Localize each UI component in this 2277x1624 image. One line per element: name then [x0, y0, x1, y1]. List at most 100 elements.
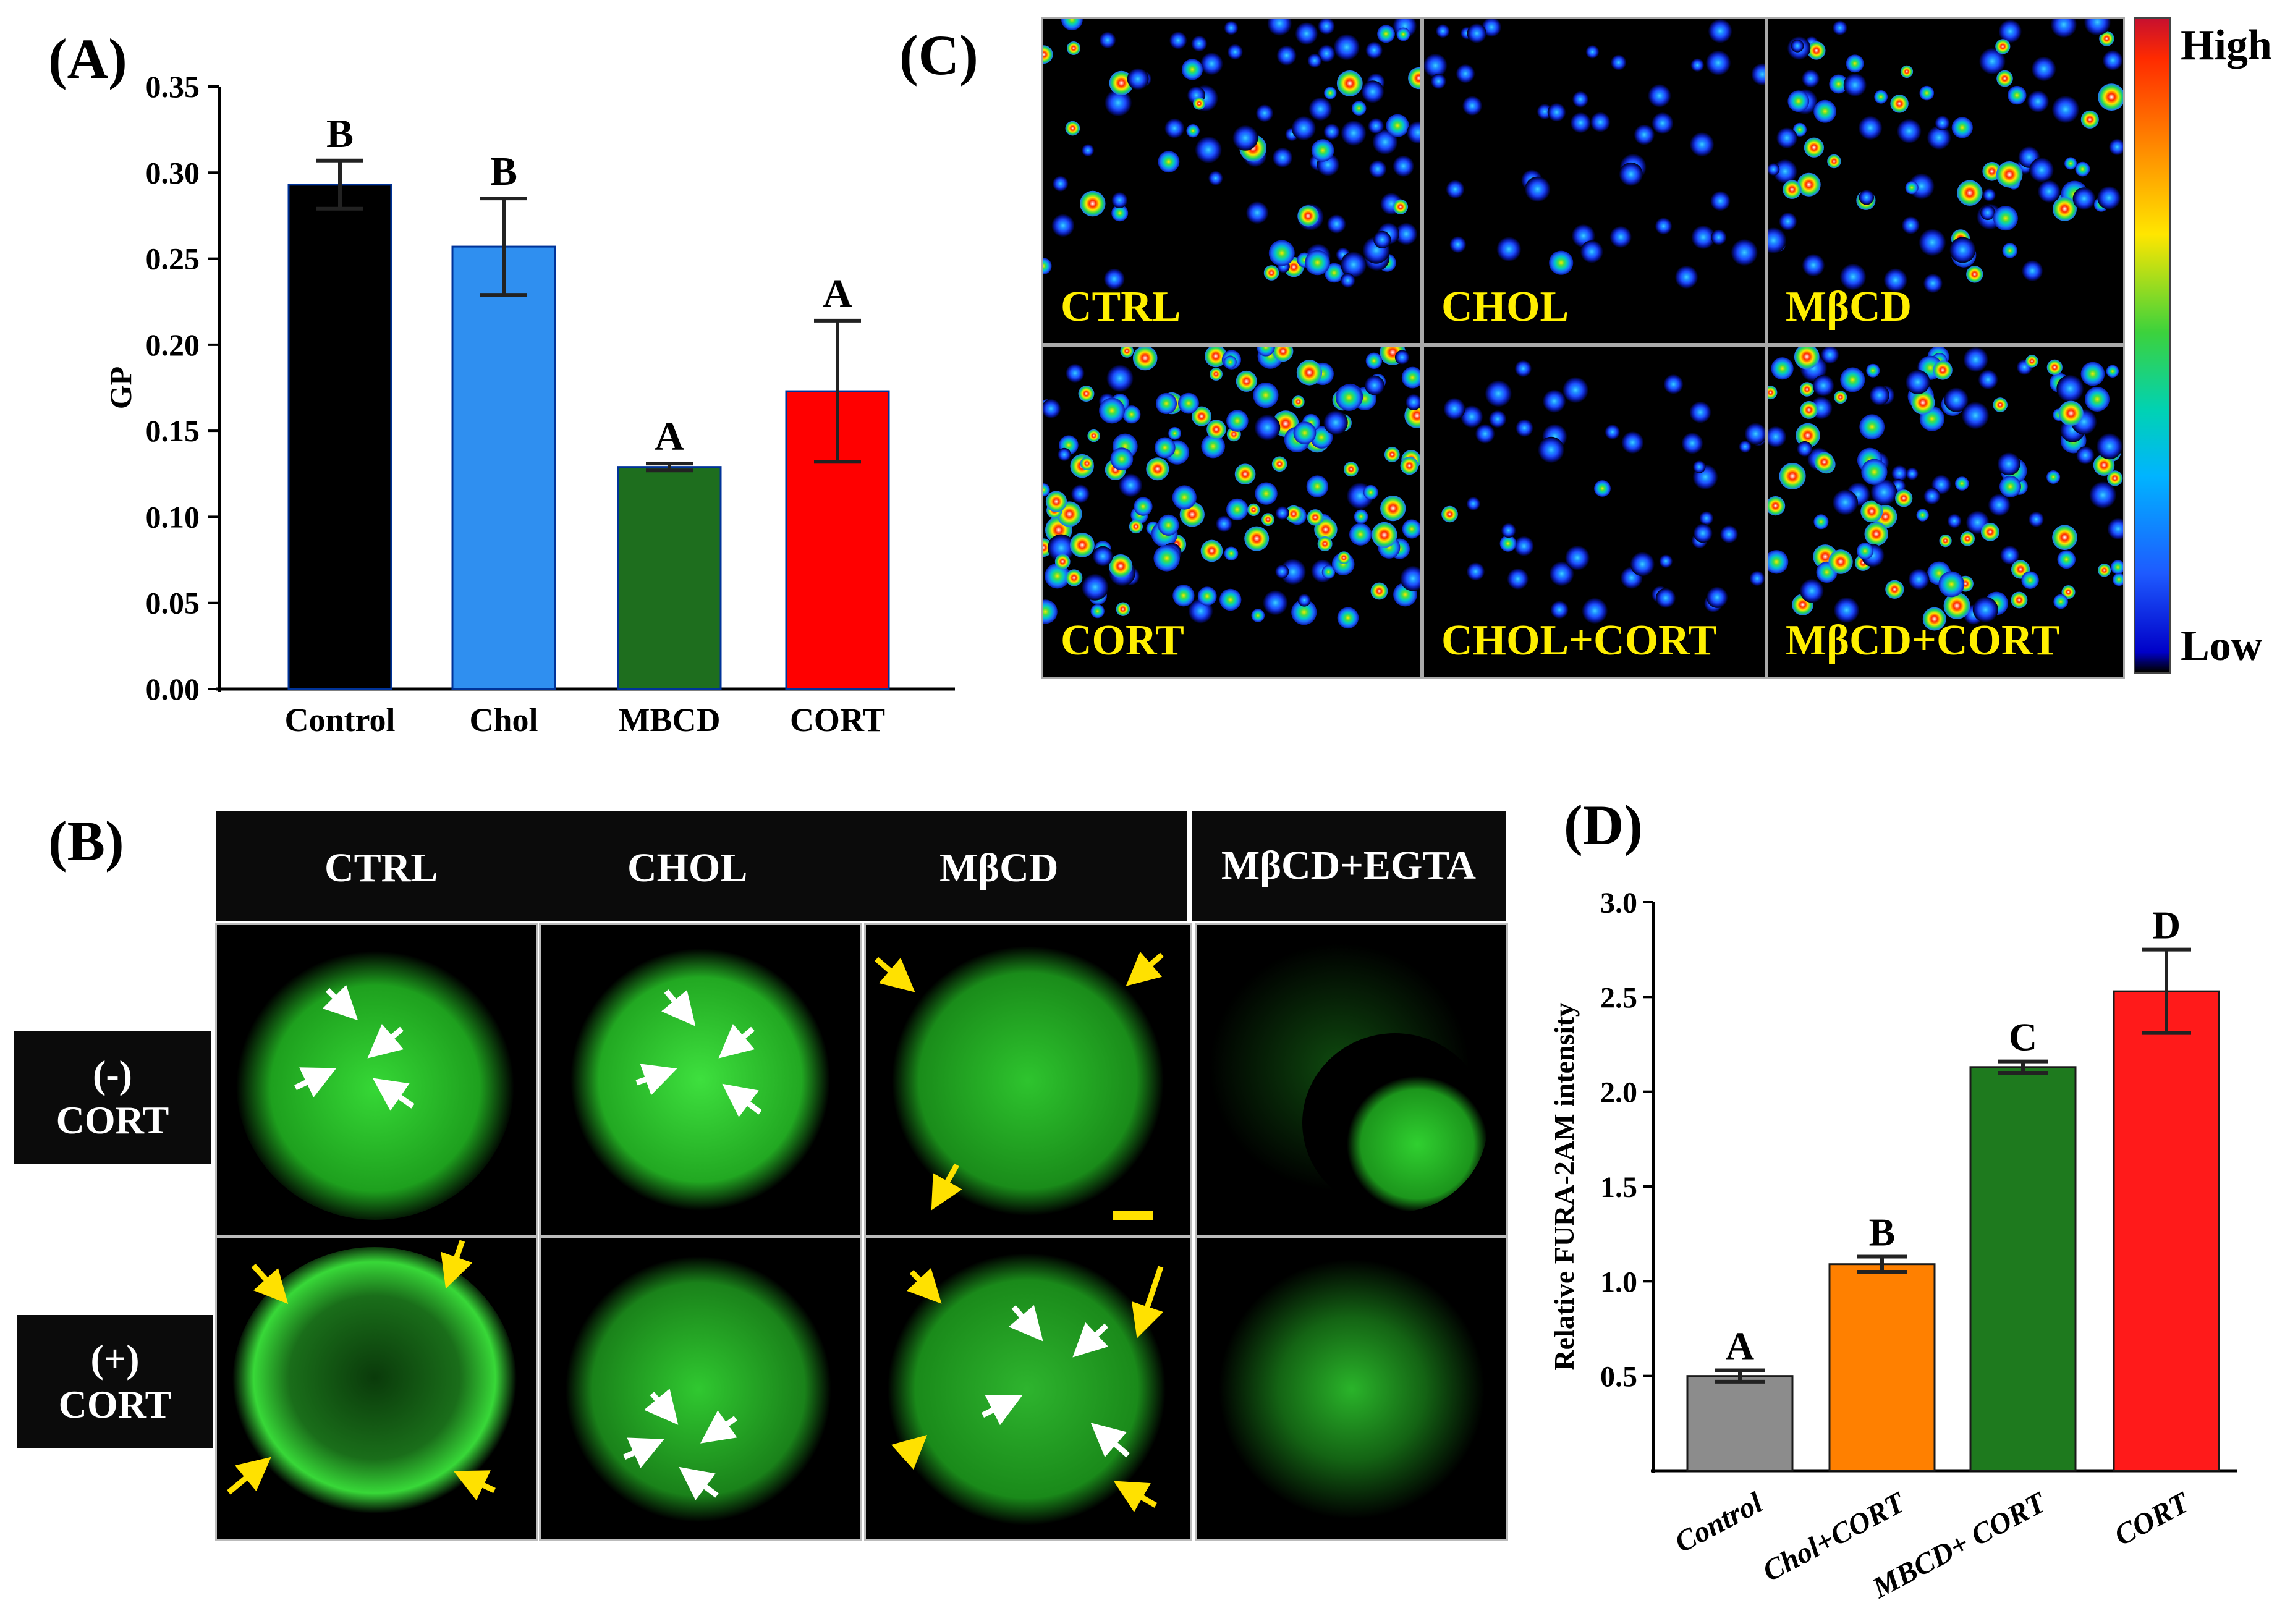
cell-spot [1856, 543, 1874, 560]
cell-spot [1708, 19, 1732, 43]
cell-spot [1895, 489, 1913, 507]
heatmap-mbcd-cort: MβCD+CORT [1766, 345, 2125, 679]
cell-spot [1916, 509, 1929, 522]
cell-spot [1324, 87, 1337, 99]
cell-spot [1327, 214, 1346, 234]
cell-spot [1226, 410, 1249, 432]
cell-spot [2098, 564, 2111, 577]
header-mbcd: MβCD [939, 845, 1059, 890]
cell-spot [1394, 350, 1410, 365]
cell-spot [1516, 419, 1533, 437]
row-label-line2: CORT [58, 1382, 172, 1426]
cell-spot [1223, 355, 1237, 369]
cell-spots [1768, 19, 2123, 293]
cell-spot [1799, 382, 1815, 397]
cell-spot [2046, 359, 2063, 375]
cell-spot [2011, 591, 2028, 609]
significance-letter: B [490, 149, 517, 194]
y-tick-label: 2.5 [1600, 981, 1637, 1014]
y-tick-label: 1.0 [1600, 1266, 1637, 1298]
cell-spot [1224, 546, 1239, 561]
cell-spot [1351, 101, 1367, 116]
cell-spot [1828, 549, 1853, 574]
cell-spots [1043, 19, 1420, 290]
cell-spot [1507, 568, 1529, 590]
cell-spot [1933, 360, 1953, 380]
cell-spot [1431, 74, 1446, 89]
cell-spot [1461, 405, 1483, 428]
cell-spot [1655, 218, 1673, 235]
cell-spot [1200, 53, 1223, 75]
cell-spot [1812, 374, 1834, 397]
cell-spot [2053, 594, 2068, 609]
cell-spot [1791, 39, 1804, 53]
cell-spot [1594, 480, 1611, 497]
cell-spots [1441, 360, 1765, 624]
cell-spot [1368, 118, 1384, 134]
cell-spot [1372, 522, 1397, 548]
cell-spot [1311, 139, 1334, 162]
cell-spot [1208, 171, 1223, 185]
cell-spot [2022, 260, 2043, 282]
cell-spot [1776, 127, 1797, 149]
cell-spot [1168, 426, 1181, 440]
cell-spot [1768, 496, 1786, 516]
cell-spot [1962, 402, 1989, 429]
cell-spot [1843, 73, 1867, 97]
micrograph-egta-minus [1195, 923, 1508, 1237]
cell-spot [1804, 137, 1824, 158]
cell-spot [1466, 497, 1480, 511]
y-tick-label: 3.0 [1600, 887, 1637, 920]
cell-spot [1813, 514, 1829, 530]
cell-spot [1053, 176, 1069, 192]
cell-spot [2056, 374, 2084, 402]
cell-spot [1538, 436, 1564, 463]
bar [287, 184, 392, 690]
cell-spot [1043, 45, 1053, 64]
cell-spot [1449, 236, 1467, 253]
cell-spot [1833, 489, 1858, 515]
cell-spot [1206, 420, 1226, 439]
cell-spot [1699, 511, 1713, 525]
cell-spot [1119, 473, 1143, 497]
cell-spot [1191, 35, 1207, 52]
row-label-plus-cort: (+) CORT [17, 1315, 213, 1448]
cell-spot [1456, 64, 1475, 83]
bar [1686, 1375, 1794, 1472]
cell-spot [1859, 190, 1874, 205]
cell-spot [1226, 498, 1249, 521]
cell-spot [1090, 604, 1105, 619]
cell-spot [1980, 205, 1995, 221]
cell-spot [1860, 500, 1883, 523]
cell-spot [1768, 163, 1780, 176]
cell-spot [1365, 352, 1383, 369]
cell-spot [1501, 523, 1516, 538]
cell-spot [1087, 429, 1100, 442]
cell-spot [1999, 475, 2021, 497]
cell-spot [1960, 531, 1975, 546]
cell-spot [1368, 160, 1387, 178]
cell-spot [1691, 225, 1715, 249]
cell-spot [1981, 523, 1999, 541]
cell-spot [1099, 397, 1125, 424]
cell-spot [1407, 121, 1420, 144]
heatmap-label: CHOL [1441, 283, 1569, 331]
cell-spot [1110, 447, 1134, 471]
significance-letter: A [655, 414, 684, 459]
cell-spot [1054, 554, 1071, 570]
cell-spot [1582, 598, 1608, 624]
cell-spot [1153, 545, 1180, 572]
cell-spot [1393, 199, 1408, 214]
cell-spot [1771, 357, 1794, 380]
cell-spot [1318, 19, 1335, 35]
cell-spots [1768, 347, 2123, 631]
cell-spot [1585, 45, 1600, 59]
cell-spot [1693, 523, 1713, 543]
cell-spot [1605, 424, 1620, 440]
cell-spot [1944, 387, 1969, 412]
cell-spot [1768, 227, 1787, 253]
cell-spot [1939, 535, 1952, 548]
cell-spot [1272, 147, 1293, 168]
cell-spot [1966, 266, 1983, 283]
cell-spot [2058, 400, 2084, 426]
